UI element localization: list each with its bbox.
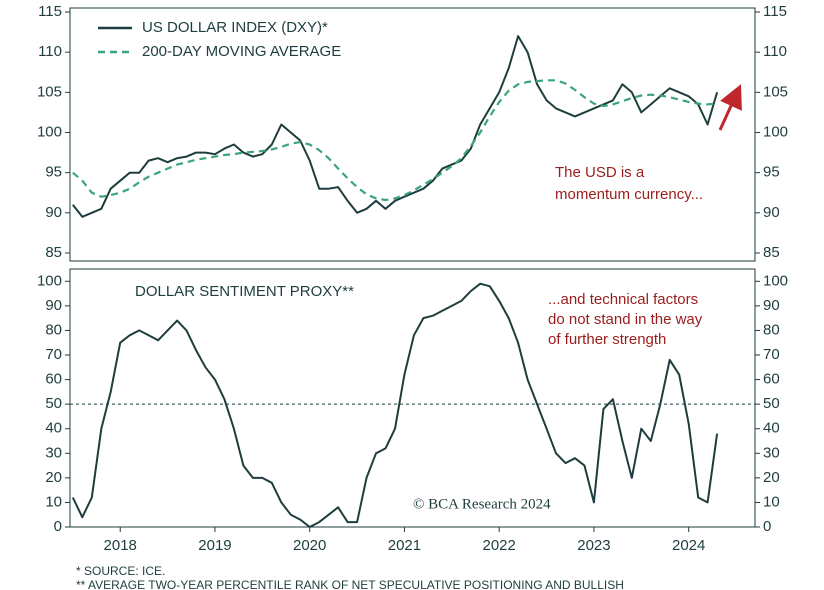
legend-label: 200-DAY MOVING AVERAGE (142, 43, 341, 60)
y-tick-label: 40 (45, 420, 62, 437)
series-line (72, 79, 718, 202)
y-tick-label: 110 (38, 43, 62, 60)
series-line (72, 35, 719, 218)
y2-tick-label: 60 (763, 371, 780, 388)
y-tick-label: 80 (45, 321, 62, 338)
y2-tick-label: 115 (763, 3, 787, 20)
annotation: of further strength (548, 331, 666, 348)
annotation: do not stand in the way (548, 311, 703, 328)
x-tick-label: 2021 (388, 537, 421, 554)
plot-frame (69, 7, 756, 262)
y2-tick-label: 30 (763, 444, 780, 461)
footnote: ** AVERAGE TWO-YEAR PERCENTILE RANK OF N… (76, 578, 624, 590)
y-tick-label: 20 (45, 469, 62, 486)
plot-frame (69, 268, 756, 528)
y-tick-label: 90 (45, 204, 62, 221)
y2-tick-label: 0 (763, 518, 771, 535)
y2-tick-label: 110 (763, 43, 787, 60)
legend-label: US DOLLAR INDEX (DXY)* (142, 19, 328, 36)
y-tick-label: 70 (45, 346, 62, 363)
annotation: ...and technical factors (548, 291, 698, 308)
y2-tick-label: 100 (763, 123, 788, 140)
y-tick-label: 60 (45, 371, 62, 388)
y-tick-label: 30 (45, 444, 62, 461)
y-tick-label: 10 (45, 493, 62, 510)
y-tick-label: 95 (45, 164, 62, 181)
x-tick-label: 2020 (293, 537, 326, 554)
y2-tick-label: 105 (763, 83, 788, 100)
y2-tick-label: 90 (763, 204, 780, 221)
panel-title: DOLLAR SENTIMENT PROXY** (135, 283, 354, 300)
y-tick-label: 100 (37, 272, 62, 289)
y2-tick-label: 90 (763, 297, 780, 314)
y2-tick-label: 95 (763, 164, 780, 181)
x-tick-label: 2022 (483, 537, 516, 554)
y-tick-label: 100 (37, 123, 62, 140)
y-tick-label: 90 (45, 297, 62, 314)
footnote: * SOURCE: ICE. (76, 564, 165, 578)
y2-tick-label: 85 (763, 244, 780, 261)
y2-tick-label: 10 (763, 493, 780, 510)
y-tick-label: 105 (37, 83, 62, 100)
y-tick-label: 50 (45, 395, 62, 412)
y-tick-label: 0 (54, 518, 62, 535)
y2-tick-label: 100 (763, 272, 788, 289)
series-line (71, 282, 719, 528)
annotation: The USD is a (555, 164, 645, 181)
x-tick-label: 2023 (577, 537, 610, 554)
y-tick-label: 115 (38, 3, 62, 20)
y2-tick-label: 70 (763, 346, 780, 363)
y2-tick-label: 20 (763, 469, 780, 486)
watermark: © BCA Research 2024 (413, 496, 551, 512)
y-tick-label: 85 (45, 244, 62, 261)
y2-tick-label: 40 (763, 420, 780, 437)
arrow (718, 84, 742, 131)
y2-tick-label: 80 (763, 321, 780, 338)
x-tick-label: 2024 (672, 537, 705, 554)
x-tick-label: 2019 (198, 537, 231, 554)
y2-tick-label: 50 (763, 395, 780, 412)
annotation: momentum currency... (555, 186, 703, 203)
x-tick-label: 2018 (104, 537, 137, 554)
